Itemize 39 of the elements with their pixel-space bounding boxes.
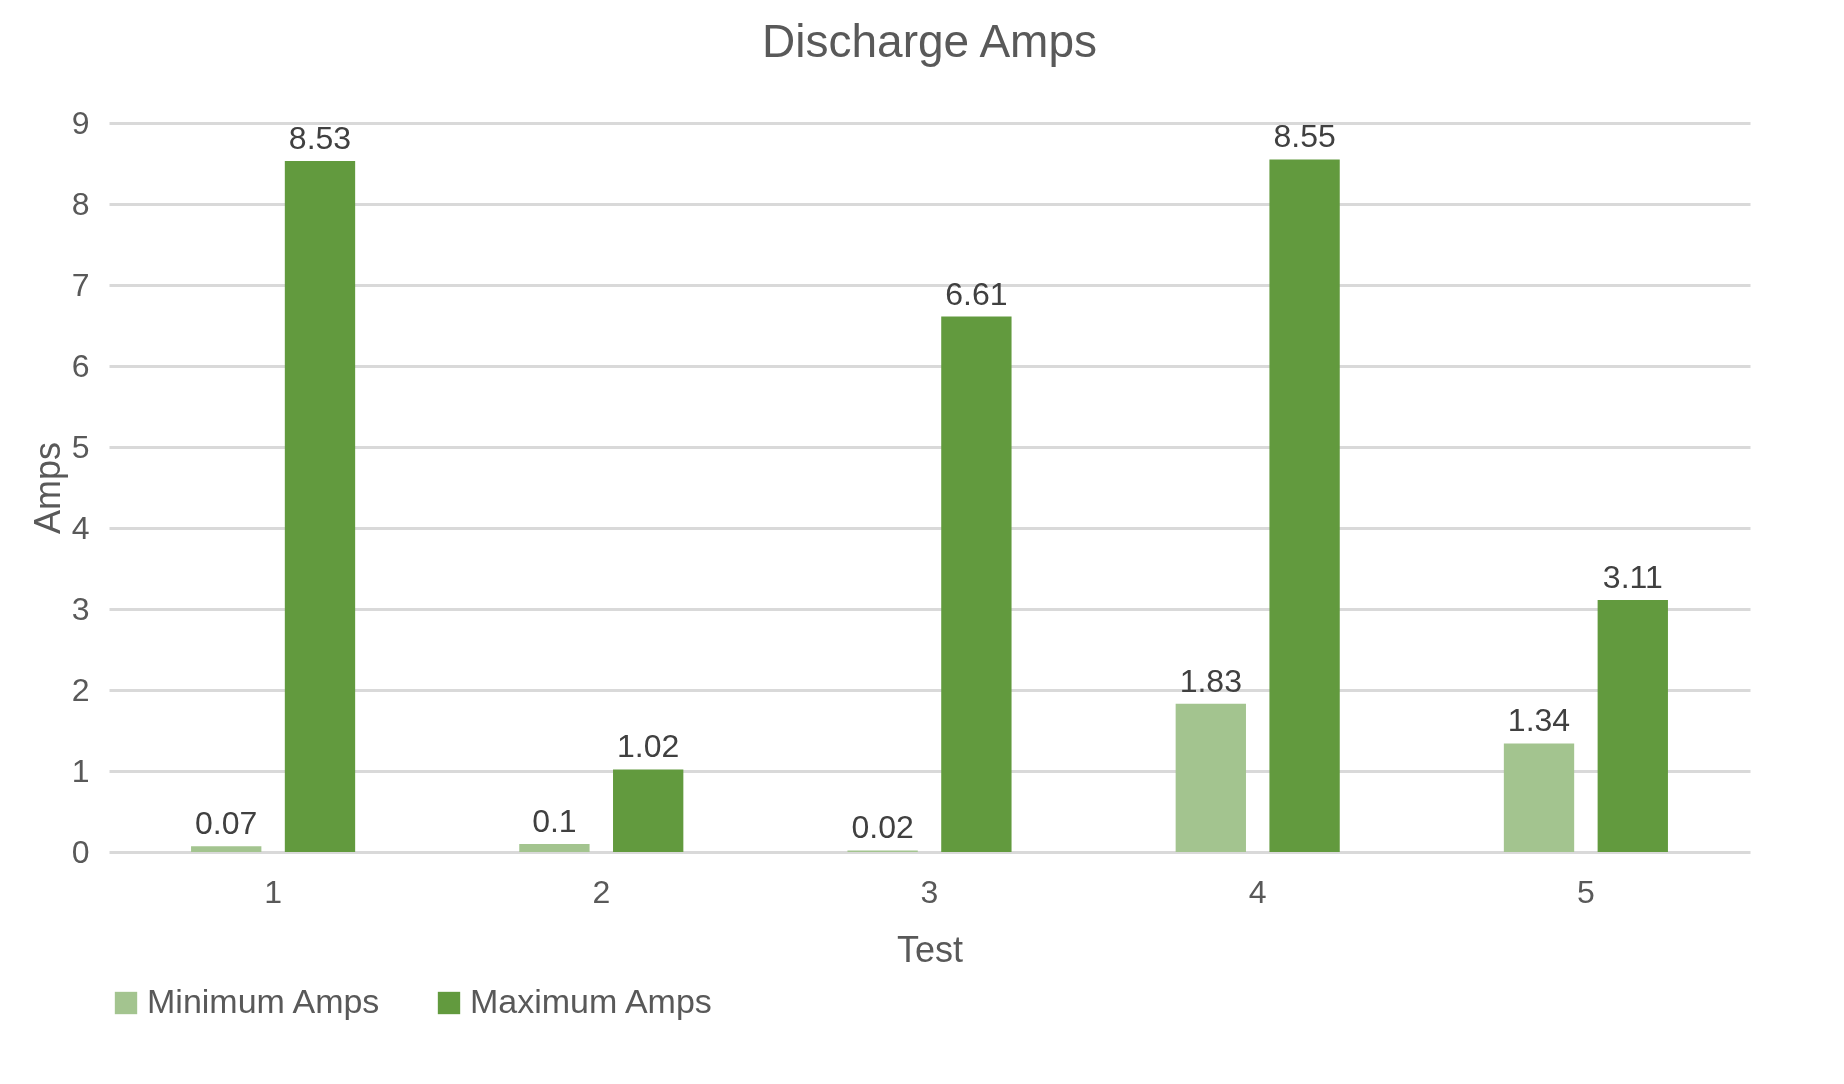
y-tick-label: 3 xyxy=(71,590,90,627)
data-label: 0.02 xyxy=(851,809,914,846)
y-tick-label: 6 xyxy=(71,347,90,384)
data-label: 8.53 xyxy=(288,120,352,157)
y-tick-label: 1 xyxy=(71,752,90,789)
chart-title: Discharge Amps xyxy=(762,15,1097,67)
y-tick-label: 7 xyxy=(71,266,90,303)
x-tick-label: 3 xyxy=(920,873,939,910)
y-tick-label: 5 xyxy=(71,428,90,465)
y-tick-label: 2 xyxy=(71,671,90,708)
bar xyxy=(1597,600,1668,852)
x-tick-label: 4 xyxy=(1248,873,1267,910)
bar xyxy=(1269,159,1340,852)
y-tick-label: 8 xyxy=(71,185,90,222)
bar xyxy=(519,843,590,852)
data-label: 1.83 xyxy=(1179,662,1242,699)
bar xyxy=(1175,703,1246,852)
data-label: 0.1 xyxy=(532,802,577,839)
x-axis-title: Test xyxy=(896,928,964,970)
bar xyxy=(613,769,684,852)
data-label: 1.34 xyxy=(1507,702,1571,739)
bar xyxy=(284,161,356,852)
bar xyxy=(1503,743,1575,852)
bar xyxy=(941,316,1012,852)
legend-label: Maximum Amps xyxy=(470,982,712,1020)
x-tick-label: 5 xyxy=(1577,873,1595,910)
legend-label: Minimum Amps xyxy=(147,982,380,1020)
x-tick-label: 2 xyxy=(592,873,611,910)
y-tick-label: 0 xyxy=(71,833,90,870)
data-label: 0.07 xyxy=(195,805,258,842)
data-label: 8.55 xyxy=(1273,118,1336,155)
data-label: 6.61 xyxy=(945,275,1008,312)
y-tick-label: 4 xyxy=(71,509,90,546)
y-tick-label: 9 xyxy=(71,104,90,141)
bar xyxy=(191,846,262,852)
x-tick-label: 1 xyxy=(264,873,282,910)
data-label: 3.11 xyxy=(1602,559,1663,596)
data-label: 1.02 xyxy=(617,728,680,765)
y-axis-title: Amps xyxy=(26,441,68,535)
